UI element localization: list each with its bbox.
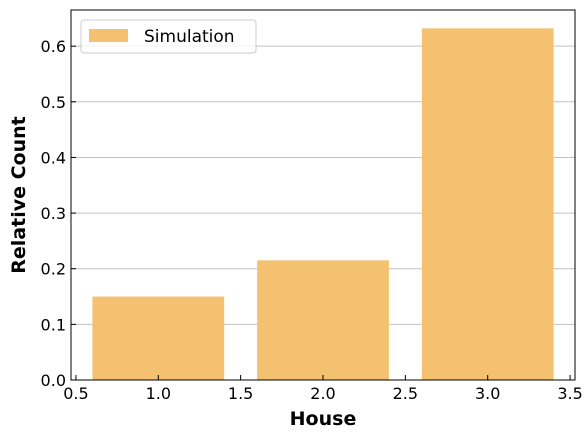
y-tick-label-1: 0.1	[41, 315, 66, 334]
y-tick-label-5: 0.5	[41, 93, 66, 112]
y-tick-label-2: 0.2	[41, 260, 66, 279]
y-tick-label-4: 0.4	[41, 148, 66, 167]
y-tick-label-3: 0.3	[41, 204, 66, 223]
legend: Simulation	[80, 19, 257, 54]
y-axis-title: Relative Count	[8, 116, 30, 273]
legend-box	[80, 19, 257, 54]
y-tick-label-0: 0.0	[41, 371, 66, 390]
bar-3	[421, 28, 554, 381]
x-tick-label-0: 0.5	[63, 384, 88, 403]
x-tick-label-6: 3.5	[557, 384, 582, 403]
legend-swatch	[89, 29, 128, 42]
y-tick-label-6: 0.6	[41, 37, 66, 56]
x-tick-label-1: 1.0	[146, 384, 171, 403]
ticks: 0.5 1.0 1.5 2.0 2.5 3.0 3.5 0.0 0.1 0.2 0.3 0.4 0.5 0…	[41, 37, 583, 403]
x-tick-label-4: 2.5	[393, 384, 418, 403]
x-tick-label-5: 3.0	[475, 384, 500, 403]
bar-1	[92, 296, 225, 380]
bar-2	[257, 260, 389, 380]
x-tick-label-2: 1.5	[228, 384, 253, 403]
x-tick-label-3: 2.0	[310, 384, 335, 403]
x-axis-title: House	[290, 408, 357, 430]
bars	[92, 28, 554, 381]
legend-label: Simulation	[144, 27, 235, 47]
